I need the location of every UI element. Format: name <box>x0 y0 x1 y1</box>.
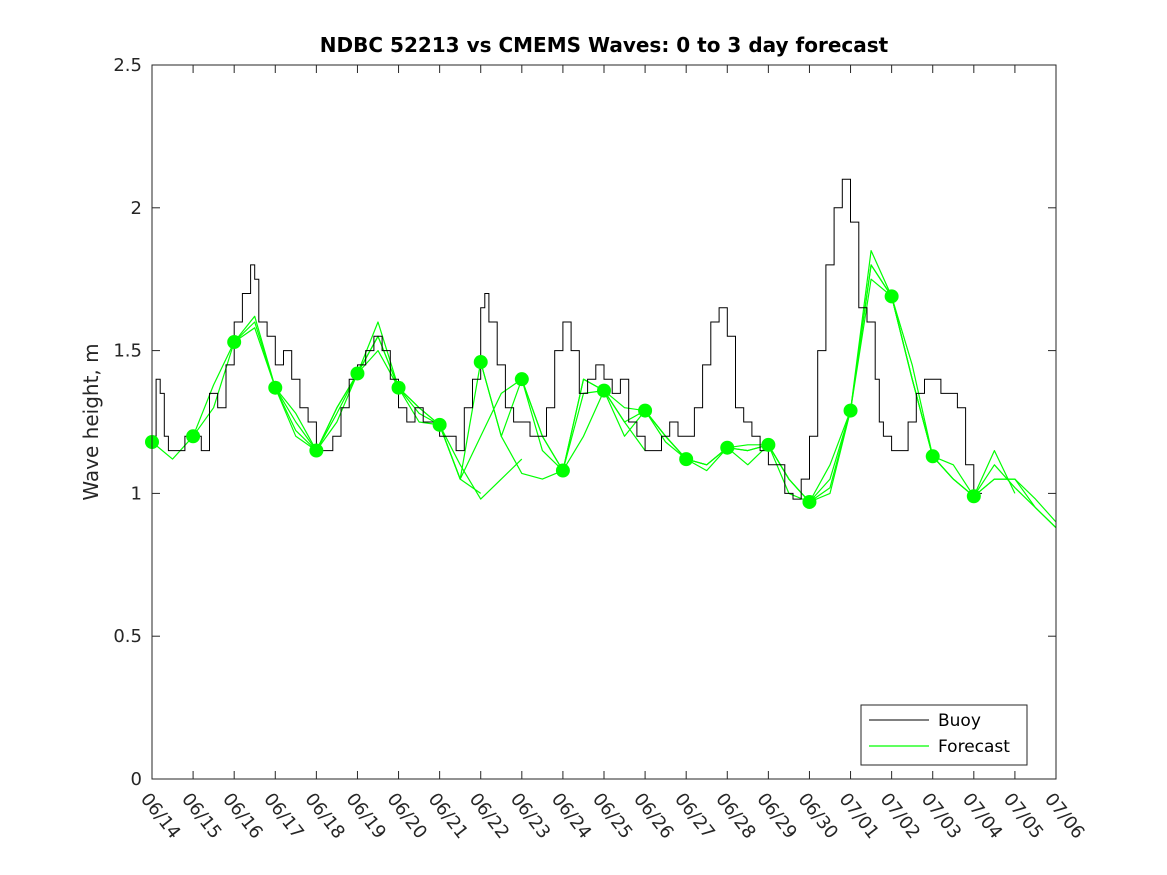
forecast-start-marker <box>638 403 653 418</box>
y-tick-label: 2.5 <box>113 55 142 76</box>
legend-buoy-label: Buoy <box>938 711 981 731</box>
plot-area <box>152 65 1056 779</box>
y-axis-label: Wave height, m <box>79 343 103 500</box>
legend: Buoy Forecast <box>860 704 1028 766</box>
forecast-start-marker <box>473 355 488 370</box>
y-tick-label: 1 <box>131 483 142 504</box>
chart-title: NDBC 52213 vs CMEMS Waves: 0 to 3 day fo… <box>320 33 889 57</box>
legend-forecast-label: Forecast <box>938 737 1010 757</box>
forecast-start-marker <box>925 449 940 464</box>
forecast-start-marker <box>761 437 776 452</box>
forecast-start-marker <box>514 372 529 387</box>
forecast-start-marker <box>432 417 447 432</box>
forecast-start-marker <box>679 452 694 467</box>
buoy-line <box>152 178 982 500</box>
forecast-start-markers <box>145 289 981 509</box>
y-tick-label: 0 <box>131 769 142 790</box>
buoy-series <box>152 178 982 500</box>
forecast-start-marker <box>268 380 283 395</box>
y-tick-label: 2 <box>131 198 142 219</box>
y-tick-label: 0.5 <box>113 626 142 647</box>
forecast-start-marker <box>186 429 201 444</box>
y-tick-label: 1.5 <box>113 341 142 362</box>
forecast-start-marker <box>884 289 899 304</box>
forecast-run-line <box>973 478 1057 529</box>
legend-box <box>860 704 1028 766</box>
forecast-start-marker <box>966 489 981 504</box>
forecast-start-marker <box>802 494 817 509</box>
plot-frame <box>151 64 1057 780</box>
forecast-start-marker <box>720 440 735 455</box>
forecast-start-marker <box>391 380 406 395</box>
forecast-start-marker <box>350 366 365 381</box>
forecast-start-marker <box>843 403 858 418</box>
forecast-start-marker <box>597 383 611 398</box>
forecast-start-marker <box>227 335 242 350</box>
forecast-start-marker <box>555 463 570 478</box>
y-axis: 0 0.5 1 1.5 2 2.5 <box>113 55 1056 790</box>
forecast-start-marker <box>309 443 324 458</box>
